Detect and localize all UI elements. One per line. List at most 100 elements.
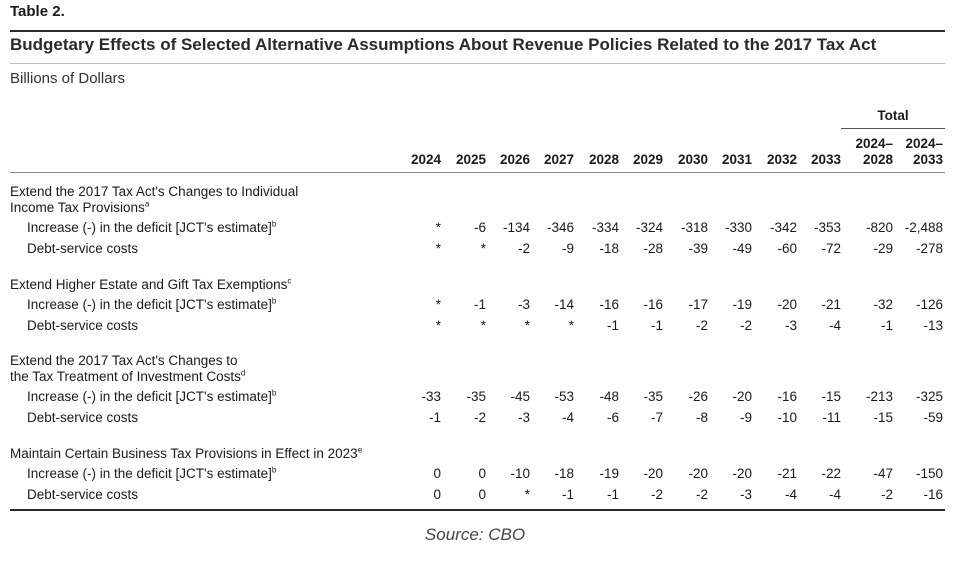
table-cell: -6 <box>473 220 486 235</box>
footnote-marker: b <box>271 219 277 229</box>
table-cell: -35 <box>466 389 486 404</box>
footnote-marker: b <box>271 388 277 398</box>
year-header: 2032 <box>766 152 797 167</box>
table-cell: -26 <box>688 389 708 404</box>
table-cell: -33 <box>421 389 441 404</box>
table-cell: -150 <box>915 466 943 481</box>
year-header: 2024 <box>410 152 441 167</box>
table-cell: -22 <box>821 466 841 481</box>
table-cell: -10 <box>510 466 530 481</box>
table-cell: -1 <box>650 318 663 333</box>
table-cell: -35 <box>643 389 663 404</box>
table-cell: -13 <box>923 318 943 333</box>
table-cell: -318 <box>680 220 708 235</box>
table-cell: -3 <box>739 487 752 502</box>
table-cell: -19 <box>732 297 752 312</box>
table-cell: -325 <box>915 389 943 404</box>
table-cell: -17 <box>688 297 708 312</box>
table-cell: -72 <box>821 241 841 256</box>
table-cell: -2 <box>739 318 752 333</box>
table-cell: -334 <box>591 220 619 235</box>
row-label: Debt-service costs <box>27 410 138 426</box>
row-label: Debt-service costs <box>27 487 138 503</box>
table-cell: -48 <box>599 389 619 404</box>
row-label-text: Debt-service costs <box>27 241 139 256</box>
table-cell: -2 <box>517 241 530 256</box>
table-cell: -28 <box>643 241 663 256</box>
table-cell: -19 <box>599 466 619 481</box>
year-header: 2031 <box>721 152 752 167</box>
row-label-text: Debt-service costs <box>27 487 139 502</box>
table-cell: -1 <box>428 410 441 425</box>
table-cell: -16 <box>643 297 663 312</box>
table-cell: * <box>435 220 441 235</box>
row-label: Debt-service costs <box>27 318 138 334</box>
title-top-rule <box>10 30 945 32</box>
row-label: Debt-service costs <box>27 241 138 257</box>
row-label: Increase (-) in the deficit [JCT's estim… <box>27 220 276 236</box>
row-label-text: Debt-service costs <box>27 318 139 333</box>
total-header: Total <box>877 108 909 123</box>
table-cell: -60 <box>777 241 797 256</box>
table-cell: -1 <box>606 318 619 333</box>
table-cell: * <box>435 318 441 333</box>
section-heading: Extend the 2017 Tax Act's Changes to Ind… <box>10 184 299 199</box>
row-label-text: Increase (-) in the deficit [JCT's estim… <box>27 297 272 312</box>
table-cell: -18 <box>599 241 619 256</box>
row-label: Increase (-) in the deficit [JCT's estim… <box>27 297 276 313</box>
table-cell: -1 <box>880 318 893 333</box>
title-bottom-rule <box>10 63 945 64</box>
table-cell: 0 <box>433 466 441 481</box>
table-cell: -2 <box>880 487 893 502</box>
table-cell: -820 <box>865 220 893 235</box>
table-cell: -53 <box>554 389 574 404</box>
table-cell: -32 <box>873 297 893 312</box>
table-number: Table 2. <box>10 3 65 20</box>
footnote-marker: a <box>144 199 150 209</box>
source-note: Source: CBO <box>424 525 526 544</box>
table-cell: -342 <box>769 220 797 235</box>
table-cell: -2 <box>650 487 663 502</box>
footnote-marker: b <box>271 296 277 306</box>
total-column-header-line2: 2028 <box>862 152 893 167</box>
table-cell: -21 <box>821 297 841 312</box>
year-header: 2025 <box>455 152 486 167</box>
table-cell: -18 <box>554 466 574 481</box>
total-column-header-line1: 2024– <box>855 136 893 151</box>
units-label: Billions of Dollars <box>10 70 126 87</box>
section-heading: Income Tax Provisionsa <box>10 199 150 215</box>
footnote-marker: c <box>287 276 292 286</box>
table-cell: -10 <box>777 410 797 425</box>
table-cell: -4 <box>828 487 841 502</box>
table-cell: -16 <box>923 487 943 502</box>
year-header: 2028 <box>588 152 619 167</box>
year-header: 2033 <box>810 152 841 167</box>
table-cell: -11 <box>822 410 841 425</box>
table-cell: -213 <box>865 389 893 404</box>
table-cell: -324 <box>635 220 663 235</box>
table-cell: -278 <box>915 241 943 256</box>
table-cell: -15 <box>821 389 841 404</box>
section-heading: the Tax Treatment of Investment Costsd <box>10 368 246 384</box>
table-cell: -3 <box>517 410 530 425</box>
table-cell: 0 <box>478 466 486 481</box>
row-label-text: Increase (-) in the deficit [JCT's estim… <box>27 220 272 235</box>
row-label: Increase (-) in the deficit [JCT's estim… <box>27 466 276 482</box>
table-cell: -8 <box>695 410 708 425</box>
row-label-text: Increase (-) in the deficit [JCT's estim… <box>27 466 272 481</box>
table-cell: -3 <box>517 297 530 312</box>
table-cell: -20 <box>732 466 752 481</box>
year-header: 2029 <box>632 152 663 167</box>
table-cell: -16 <box>777 389 797 404</box>
table-cell: -20 <box>777 297 797 312</box>
footnote-marker: e <box>357 445 363 455</box>
total-column-header-line2: 2033 <box>912 152 943 167</box>
table-cell: 0 <box>433 487 441 502</box>
table-cell: -20 <box>643 466 663 481</box>
table-cell: -20 <box>732 389 752 404</box>
table-cell: * <box>480 318 486 333</box>
table-cell: -29 <box>873 241 893 256</box>
total-header-rule <box>841 128 945 129</box>
table-cell: * <box>435 297 441 312</box>
table-cell: -7 <box>650 410 663 425</box>
